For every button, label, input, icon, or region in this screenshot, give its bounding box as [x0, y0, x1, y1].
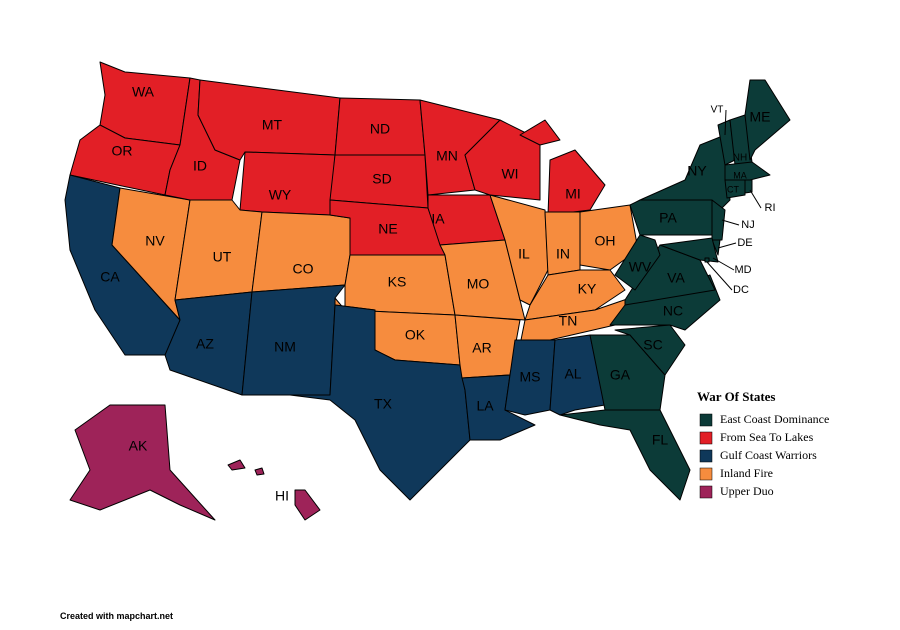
state-label: AR: [472, 340, 491, 356]
state-label: VA: [667, 270, 685, 286]
state-label: MT: [262, 117, 283, 133]
state-label: SD: [372, 171, 391, 187]
state-label: OK: [405, 327, 426, 343]
state-label: IA: [431, 211, 445, 227]
state: [614, 324, 686, 376]
state: [464, 119, 541, 201]
legend-swatch: [699, 413, 713, 427]
state-label: RI: [765, 202, 776, 214]
state-label: MD: [734, 264, 751, 276]
state-label: DC: [733, 284, 749, 296]
state-label: CA: [100, 269, 120, 285]
footer: Created with mapchart.net: [60, 611, 173, 621]
state-label: IL: [518, 246, 530, 262]
state-label: HI: [275, 488, 289, 504]
state-label: TX: [374, 396, 393, 412]
legend: East Coast Dominance From Sea To Lakes Gul…: [699, 412, 829, 499]
state-label: FL: [652, 432, 669, 448]
legend-label: Gulf Coast Warriors: [720, 448, 817, 462]
legend-swatch: [699, 485, 713, 499]
state-label: DE: [737, 237, 752, 249]
state-label: NV: [145, 233, 165, 249]
leader-line: [712, 257, 735, 271]
state: [639, 134, 731, 211]
state-label: WI: [501, 166, 518, 182]
state-label: OH: [595, 233, 616, 249]
state-label: NH: [733, 153, 747, 164]
legend-label: Inland Fire: [720, 466, 773, 480]
state-label: IN: [556, 246, 570, 262]
state: [744, 79, 791, 161]
state-label: NM: [274, 339, 296, 355]
state-label: KY: [578, 281, 597, 297]
state: [559, 409, 691, 501]
state-label: NE: [378, 221, 397, 237]
state-label: GA: [610, 367, 631, 383]
state-label: MO: [467, 276, 490, 292]
state-label: UT: [213, 249, 232, 265]
state-label: ME: [750, 109, 771, 125]
state: [69, 404, 216, 521]
state-label: AK: [129, 438, 148, 454]
state: [544, 211, 581, 276]
legend-title: War Of States: [697, 389, 775, 404]
leader-line: [706, 261, 733, 291]
state-label: AZ: [196, 336, 214, 352]
state-label: MN: [436, 148, 458, 164]
legend-swatch: [699, 449, 713, 463]
state: [614, 234, 661, 291]
state: [704, 257, 710, 263]
state-label: WV: [629, 259, 652, 275]
state-label: PA: [659, 210, 677, 226]
leader-line: [717, 242, 737, 249]
legend-label: From Sea To Lakes: [720, 430, 814, 444]
states: [64, 61, 791, 521]
state-label: NC: [663, 303, 683, 319]
state-label: SC: [643, 337, 662, 353]
state-labels: WA OR CA NV ID MT WY UT CO AZ NM ND SD NE KS OK TX MN IA MO…: [100, 84, 775, 504]
state: [744, 179, 753, 194]
state: [239, 151, 336, 216]
leader-line: [749, 189, 762, 209]
leader-line: [721, 219, 740, 226]
legend-swatch: [699, 431, 713, 445]
state: [289, 304, 471, 501]
legend-label: East Coast Dominance: [720, 412, 829, 426]
legend-swatch: [699, 467, 713, 481]
state-label: TN: [559, 313, 578, 329]
legend-label: Upper Duo: [720, 484, 774, 498]
state: [724, 179, 746, 199]
state: [711, 199, 726, 241]
state: [724, 161, 771, 181]
state-label: CT: [727, 184, 739, 194]
state-label: AL: [564, 366, 581, 382]
state-label: WA: [132, 84, 155, 100]
state-label: ID: [193, 158, 207, 174]
state-label: ND: [370, 121, 390, 137]
state-label: CO: [293, 261, 314, 277]
state-label: MS: [520, 369, 541, 385]
state: [659, 237, 719, 263]
state-label: OR: [112, 143, 133, 159]
state: [251, 211, 351, 293]
state-label: NY: [687, 163, 707, 179]
state-label: WY: [269, 187, 292, 203]
state-label: VT: [711, 105, 724, 116]
state-label: MI: [565, 186, 581, 202]
leader-line: [724, 109, 727, 136]
state-label: NJ: [741, 219, 754, 231]
state-label: MA: [733, 170, 747, 180]
state: [519, 119, 606, 216]
state-label: LA: [476, 398, 494, 414]
state: [227, 459, 321, 521]
state-label: KS: [388, 274, 407, 290]
